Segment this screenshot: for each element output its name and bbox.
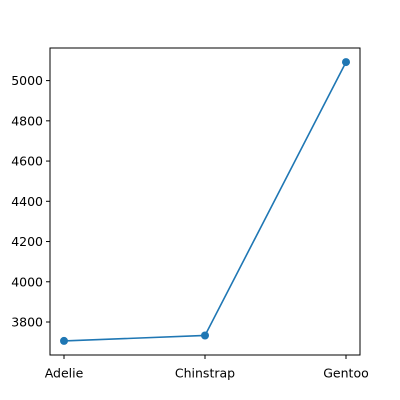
x-tick-label: Adelie xyxy=(45,366,84,381)
series-layer xyxy=(60,58,350,345)
y-tick-label: 4200 xyxy=(11,234,43,249)
x-axis: Adelie Chinstrap Gentoo xyxy=(45,355,369,381)
y-axis: 3800 4000 4200 4400 4600 4800 5000 xyxy=(11,73,50,330)
y-tick-label: 4000 xyxy=(11,274,43,289)
x-tick-label: Chinstrap xyxy=(175,366,235,381)
y-tick-label: 5000 xyxy=(11,73,43,88)
x-tick-label: Gentoo xyxy=(323,366,369,381)
y-tick-label: 3800 xyxy=(11,315,43,330)
y-tick-label: 4800 xyxy=(11,113,43,128)
data-point xyxy=(201,331,209,340)
plot-area xyxy=(50,48,360,355)
y-tick-label: 4600 xyxy=(11,154,43,169)
plot-frame xyxy=(49,47,361,356)
y-tick-label: 4400 xyxy=(11,194,43,209)
data-point xyxy=(342,58,350,67)
data-point xyxy=(60,336,68,345)
